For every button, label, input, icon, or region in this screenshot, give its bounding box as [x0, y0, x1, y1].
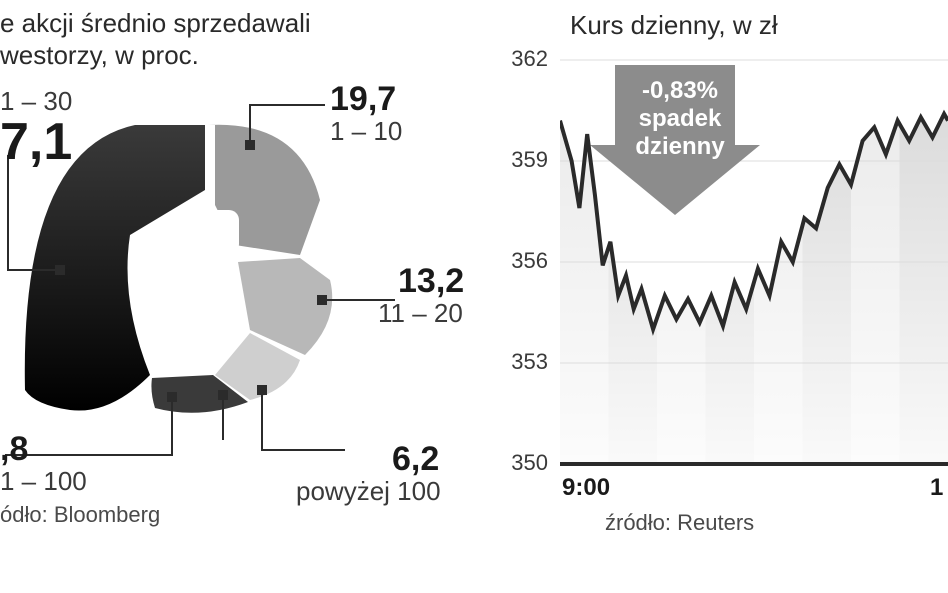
right-source: źródło: Reuters: [605, 510, 754, 536]
right-chart-title: Kurs dzienny, w zł: [570, 10, 778, 40]
seg-1-100-range: 1 – 100: [0, 466, 87, 497]
callout-line3: dzienny: [610, 133, 750, 161]
pie-center-hole: [195, 210, 239, 254]
callout-line1: -0,83%: [610, 77, 750, 105]
left-chart-title-line2: westorzy, w proc.: [0, 40, 360, 70]
seg-powyzej-value: 6,2: [392, 440, 439, 479]
xtick-end: 1: [930, 474, 943, 502]
seg-powyzej-range: powyżej 100: [296, 476, 441, 507]
left-source: ódło: Bloomberg: [0, 502, 160, 528]
callout-line2: spadek: [610, 105, 750, 133]
ytick-362: 362: [500, 46, 548, 72]
ytick-356: 356: [500, 248, 548, 274]
seg-1-10-value: 19,7: [330, 80, 396, 119]
seg-21-30-value: 7,1: [0, 112, 72, 172]
ytick-350: 350: [500, 450, 548, 476]
seg-1-10-range: 1 – 10: [330, 116, 402, 147]
seg-1-100-value: ,8: [0, 430, 28, 469]
ytick-359: 359: [500, 147, 548, 173]
ytick-353: 353: [500, 349, 548, 375]
seg-11-20-range: 11 – 20: [378, 298, 463, 329]
seg-11-20-value: 13,2: [398, 262, 464, 301]
xtick-start: 9:00: [562, 474, 610, 502]
left-chart-title-line1: e akcji średnio sprzedawali: [0, 8, 360, 38]
